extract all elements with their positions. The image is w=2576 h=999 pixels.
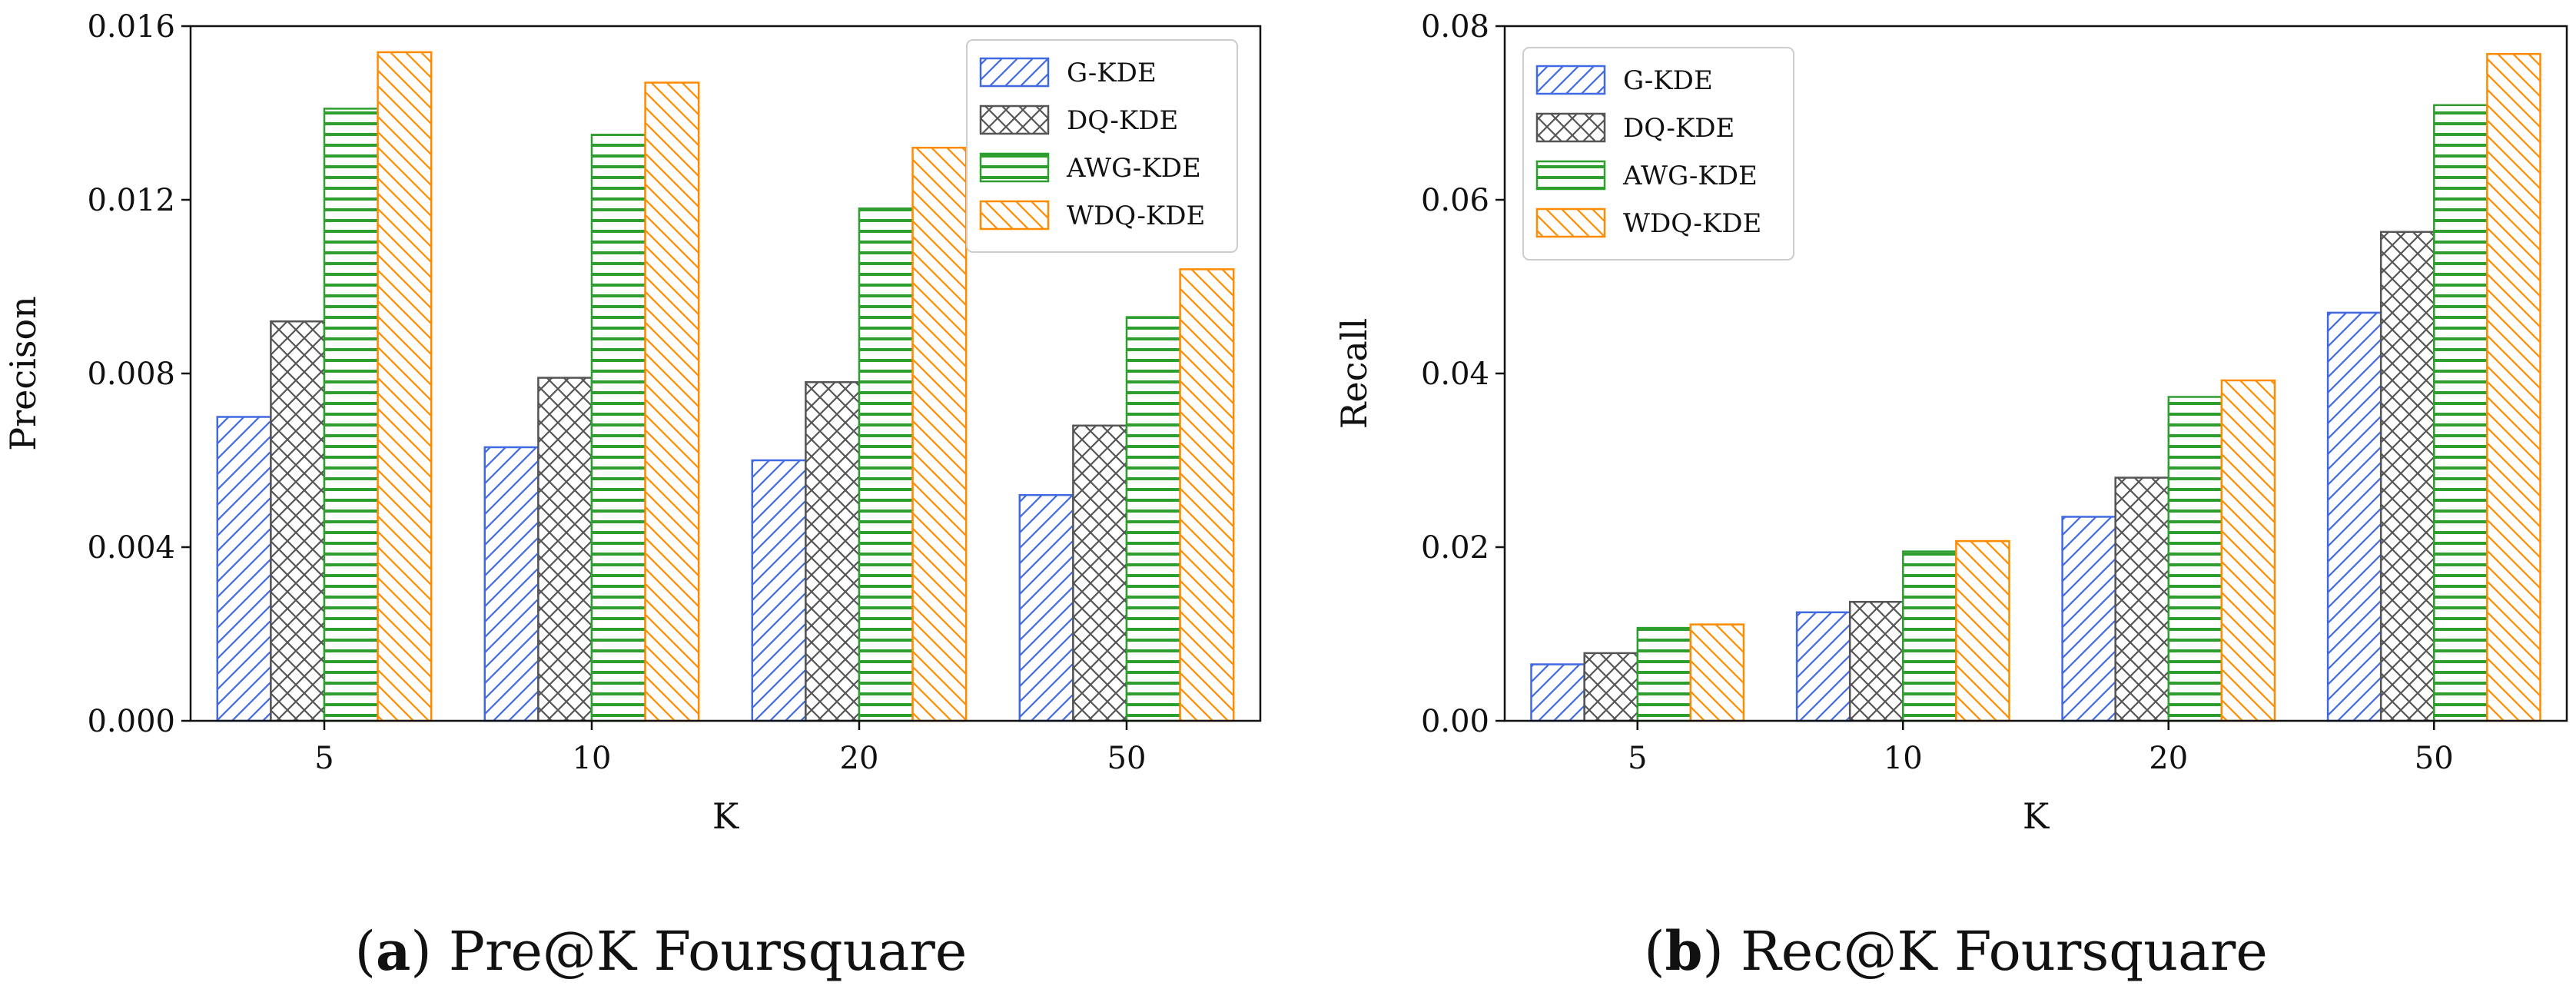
legend-label: WDQ-KDE bbox=[1067, 201, 1205, 231]
bar-wdq-kde-k50 bbox=[2486, 52, 2541, 722]
legend-frame bbox=[1522, 47, 1794, 261]
legend-label: G-KDE bbox=[1067, 58, 1157, 88]
bar-awg-kde-k10 bbox=[1902, 550, 1957, 722]
bar-g-kde-k20 bbox=[2061, 516, 2116, 722]
caption-a-letter: a bbox=[376, 919, 410, 983]
bar-g-kde-k10 bbox=[1795, 611, 1851, 722]
bar-dq-kde-k10 bbox=[537, 377, 593, 722]
caption-a: (a) Pre@K Foursquare bbox=[355, 919, 968, 983]
legend: G-KDE DQ-KDE AWG-KDE WDQ-KDE bbox=[1522, 47, 1794, 261]
bar-dq-kde-k5 bbox=[1583, 652, 1639, 722]
bar-dq-kde-k20 bbox=[2114, 476, 2170, 722]
legend-label: G-KDE bbox=[1623, 65, 1713, 96]
legend-swatch bbox=[1535, 207, 1606, 238]
bar-g-kde-k50 bbox=[2326, 311, 2382, 722]
precision-chart: 0.000 0.004 0.008 0.012 0.016 5 10 20 50 K Preciso… bbox=[2, 9, 1262, 837]
bar-g-kde-k20 bbox=[751, 459, 807, 722]
bar-dq-kde-k5 bbox=[270, 320, 326, 722]
legend-label: AWG-KDE bbox=[1622, 161, 1758, 191]
legend: G-KDE DQ-KDE AWG-KDE WDQ-KDE bbox=[966, 39, 1238, 253]
bar-dq-kde-k10 bbox=[1848, 600, 1904, 722]
x-tick-label: 20 bbox=[840, 741, 879, 776]
y-tick-label: 0.008 bbox=[87, 357, 175, 392]
bar-g-kde-k5 bbox=[216, 416, 272, 722]
legend-swatch bbox=[979, 105, 1050, 135]
x-tick-label: 50 bbox=[1107, 741, 1147, 776]
legend-swatch bbox=[979, 57, 1050, 88]
bar-g-kde-k10 bbox=[483, 446, 539, 722]
caption-b: (b) Rec@K Foursquare bbox=[1644, 919, 2268, 983]
x-tick-label: 5 bbox=[314, 741, 334, 776]
x-axis-label: K bbox=[712, 795, 740, 837]
y-tick-label: 0.06 bbox=[1421, 183, 1489, 218]
y-tick-label: 0.08 bbox=[1421, 9, 1489, 45]
y-axis-label: Recall bbox=[1333, 318, 1375, 429]
bar-awg-kde-k10 bbox=[590, 134, 646, 722]
bar-g-kde-k5 bbox=[1530, 663, 1585, 722]
bar-awg-kde-k50 bbox=[1125, 316, 1181, 722]
legend-swatch bbox=[1535, 65, 1606, 95]
bar-dq-kde-k50 bbox=[2379, 231, 2435, 722]
legend-label: WDQ-KDE bbox=[1623, 208, 1761, 239]
y-tick-label: 0.00 bbox=[1421, 704, 1489, 739]
legend-swatch bbox=[1535, 112, 1606, 143]
bar-wdq-kde-k10 bbox=[1955, 539, 2010, 722]
bar-awg-kde-k5 bbox=[1636, 626, 1692, 722]
bar-awg-kde-k50 bbox=[2433, 104, 2488, 722]
recall-chart: 0.00 0.02 0.04 0.06 0.08 5 10 20 50 K Recall G-KDE D… bbox=[1333, 9, 2568, 837]
bar-wdq-kde-k5 bbox=[377, 51, 433, 722]
bar-awg-kde-k20 bbox=[2167, 396, 2223, 722]
legend-label: AWG-KDE bbox=[1066, 153, 1201, 184]
legend-swatch bbox=[979, 200, 1050, 231]
x-axis-label: K bbox=[2023, 795, 2050, 837]
bar-awg-kde-k20 bbox=[858, 207, 914, 722]
x-tick-label: 10 bbox=[1884, 741, 1923, 776]
y-tick-label: 0.016 bbox=[87, 9, 175, 45]
y-tick-label: 0.04 bbox=[1421, 357, 1489, 392]
y-axis-label: Precison bbox=[2, 296, 44, 451]
bar-wdq-kde-k50 bbox=[1179, 268, 1235, 722]
caption-b-letter: b bbox=[1665, 919, 1703, 983]
bar-wdq-kde-k20 bbox=[2220, 379, 2276, 722]
y-tick-label: 0.012 bbox=[87, 183, 175, 218]
bar-wdq-kde-k20 bbox=[911, 146, 968, 722]
x-tick-label: 20 bbox=[2149, 741, 2188, 776]
x-tick-label: 50 bbox=[2415, 741, 2454, 776]
x-tick-label: 5 bbox=[1628, 741, 1647, 776]
caption-b-text: Rec@K Foursquare bbox=[1741, 920, 2268, 983]
legend-label: DQ-KDE bbox=[1067, 105, 1178, 136]
y-tick-label: 0.02 bbox=[1421, 530, 1489, 566]
y-tick-label: 0.000 bbox=[87, 704, 175, 739]
legend-label: DQ-KDE bbox=[1623, 113, 1734, 144]
y-tick-label: 0.004 bbox=[87, 530, 175, 566]
legend-swatch bbox=[1535, 160, 1606, 191]
legend-frame bbox=[966, 39, 1238, 253]
bar-dq-kde-k20 bbox=[805, 381, 861, 722]
legend-swatch bbox=[979, 152, 1050, 183]
bar-wdq-kde-k10 bbox=[644, 81, 700, 722]
caption-a-text: Pre@K Foursquare bbox=[449, 920, 967, 983]
bar-g-kde-k50 bbox=[1018, 493, 1074, 722]
bar-wdq-kde-k5 bbox=[1689, 623, 1745, 722]
bar-awg-kde-k5 bbox=[323, 108, 379, 722]
bar-dq-kde-k50 bbox=[1072, 424, 1128, 722]
x-tick-label: 10 bbox=[573, 741, 612, 776]
